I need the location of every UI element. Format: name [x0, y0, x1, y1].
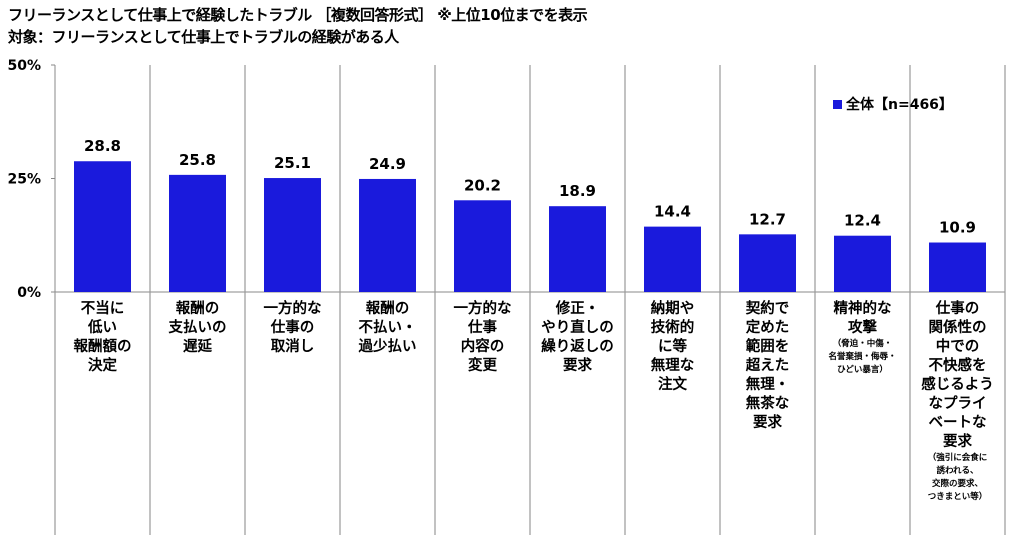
data-label: 25.1	[274, 154, 311, 172]
category-label: 報酬の 支払いの 遅延	[168, 301, 227, 355]
legend-swatch	[833, 99, 842, 109]
category-label: 修正・ やり直しの 繰り返しの 要求	[541, 301, 614, 374]
data-label: 20.2	[464, 176, 501, 194]
category-label: 一方的な 仕事 内容の 変更	[453, 301, 512, 374]
legend-label: 全体【n=466】	[846, 97, 953, 113]
category-label: 納期や 技術的 に等 無理な 注文	[650, 301, 695, 393]
category-label: 仕事の 関係性の 中での 不快感を 感じるよう なプライ ベートな 要求 （強引に会食に 誘われる…	[910, 300, 1005, 504]
bar	[549, 206, 606, 292]
bar	[264, 178, 321, 292]
category-label: 精神的な 攻撃 （脅迫・中傷・ 名誉棄損・侮辱・ ひどい暴言）	[815, 300, 910, 377]
legend: 全体【n=466】	[833, 94, 953, 114]
category-note: （脅迫・中傷・ 名誉棄損・侮辱・ ひどい暴言）	[828, 339, 897, 375]
chart-title: フリーランスとして仕事上で経験したトラブル ［複数回答形式］ ※上位10位までを…	[8, 6, 588, 24]
data-label: 10.9	[939, 219, 976, 237]
category-label: 一方的な 仕事の 取消し	[263, 301, 322, 355]
bar	[834, 235, 891, 292]
data-label: 28.8	[84, 137, 121, 155]
category-note: （強引に会食に 誘われる、 交際の要求、 つきまとい等）	[927, 453, 988, 502]
y-tick-label: 0%	[17, 285, 41, 301]
data-label: 25.8	[179, 151, 216, 169]
bar	[644, 226, 701, 292]
data-label: 12.4	[844, 212, 881, 230]
data-label: 18.9	[559, 182, 596, 200]
category-label: 契約で 定めた 範囲を 超えた 無理・ 無茶な 要求	[745, 301, 790, 431]
bar	[359, 178, 416, 292]
bar	[74, 161, 131, 292]
category-label: 報酬の 不払い・ 過少払い	[358, 301, 417, 355]
data-label: 12.7	[749, 210, 786, 228]
bar	[454, 200, 511, 292]
y-tick-label: 50%	[7, 58, 41, 74]
data-label: 24.9	[369, 155, 406, 173]
bar	[169, 174, 226, 292]
bar	[929, 242, 986, 292]
data-label: 14.4	[654, 203, 691, 221]
category-label: 不当に 低い 報酬額の 決定	[73, 301, 132, 374]
chart-subtitle: 対象：フリーランスとして仕事上でトラブルの経験がある人	[8, 28, 399, 46]
y-tick-label: 25%	[7, 172, 41, 188]
bar	[739, 234, 796, 292]
